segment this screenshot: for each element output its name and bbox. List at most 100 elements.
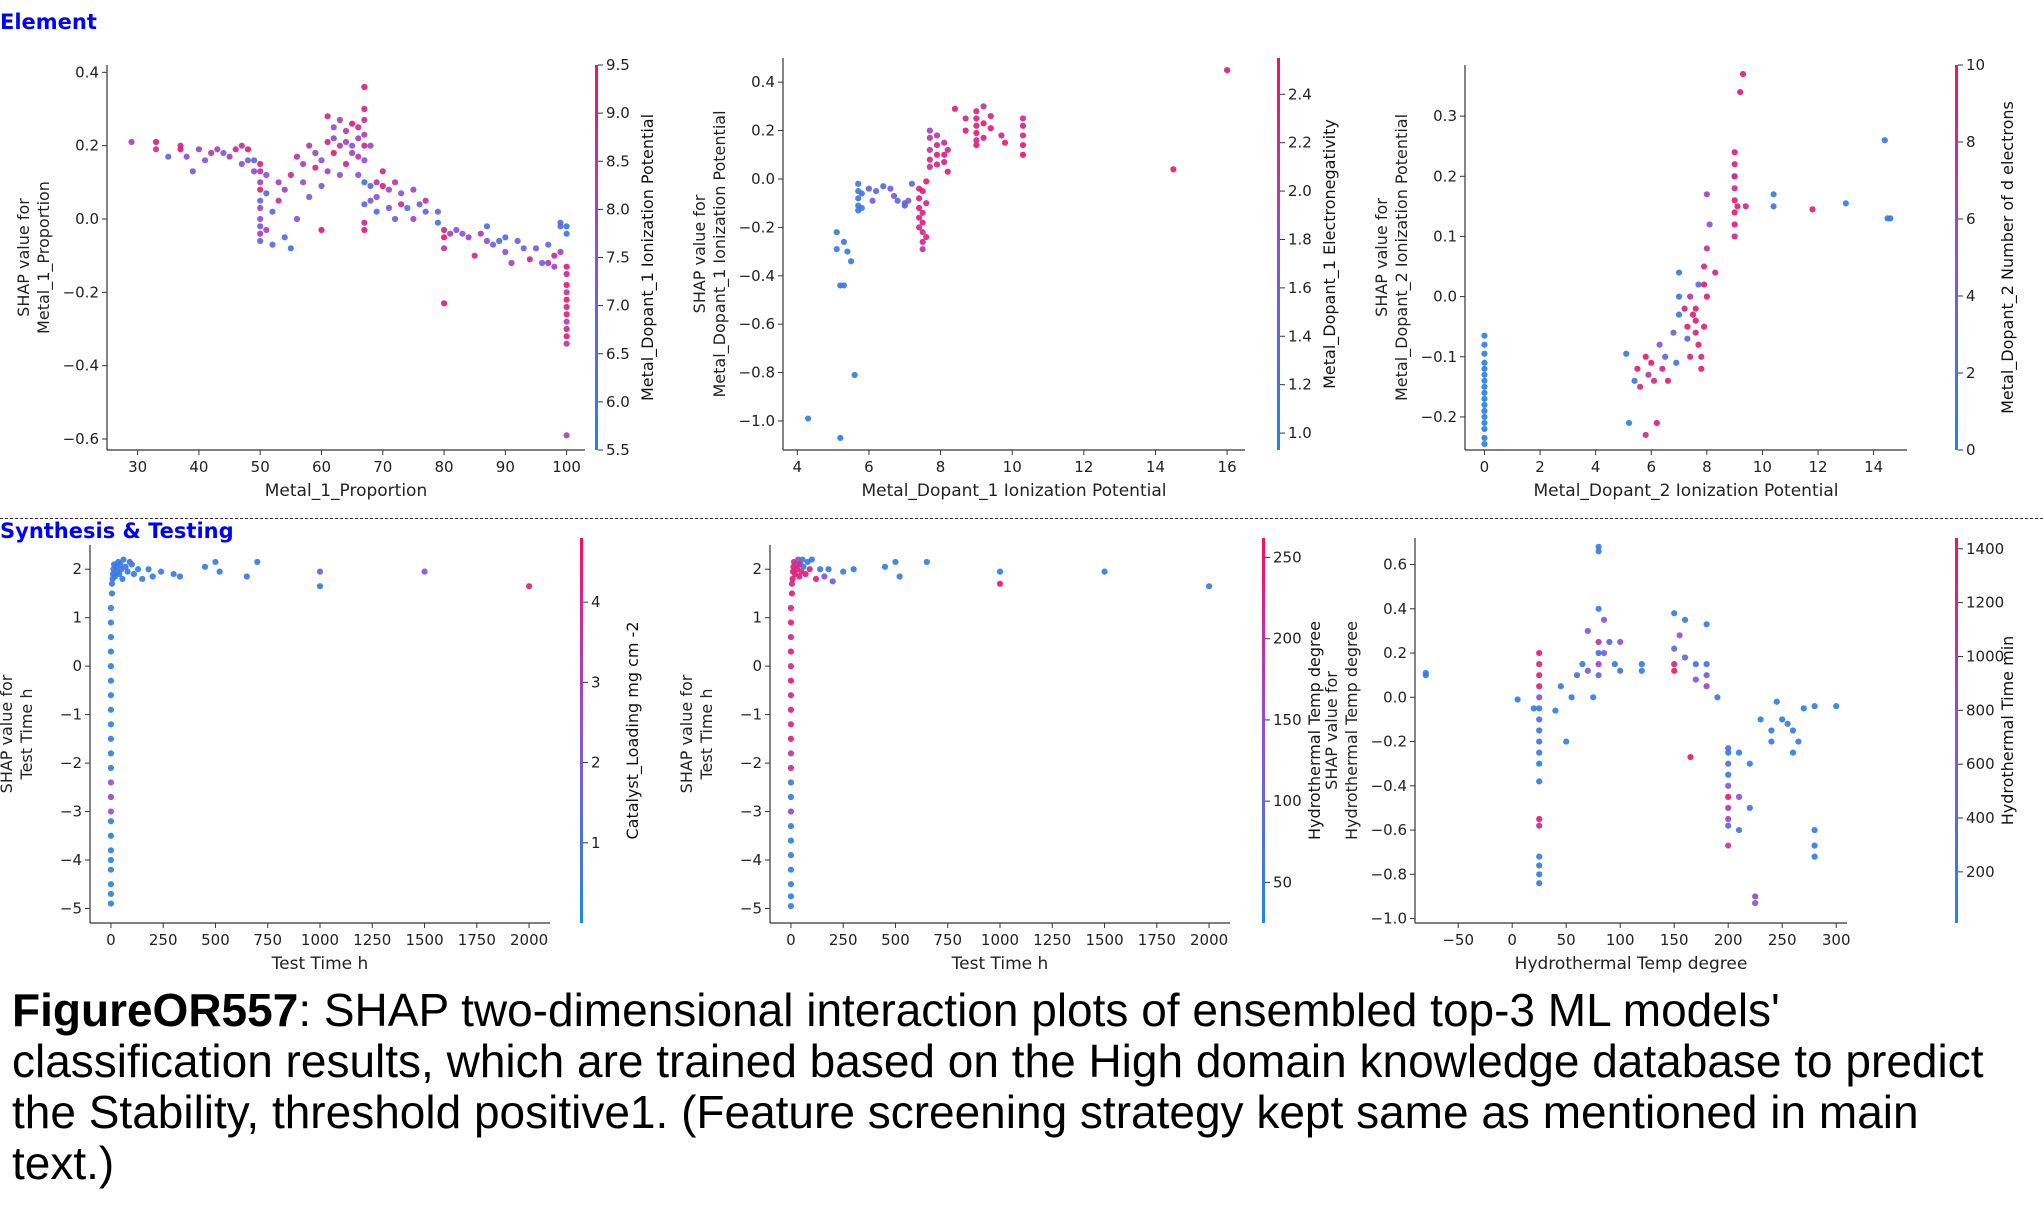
y-tick-label: 2	[752, 560, 762, 578]
data-point	[128, 138, 135, 146]
data-point	[1595, 672, 1602, 679]
data-point	[980, 134, 987, 141]
data-point	[107, 764, 115, 772]
data-point	[941, 151, 948, 158]
data-point	[1611, 661, 1618, 668]
data-point	[804, 415, 812, 422]
y-tick-label: −2	[60, 754, 82, 772]
data-point	[232, 146, 239, 153]
data-point	[391, 179, 399, 186]
x-tick-label: 10	[1753, 458, 1772, 476]
x-tick-label: 60	[312, 458, 331, 476]
data-point	[176, 573, 184, 580]
data-point	[855, 195, 862, 202]
data-point	[1735, 826, 1743, 834]
data-point	[157, 568, 165, 575]
data-point	[107, 648, 115, 655]
data-point	[1675, 311, 1683, 318]
data-point	[349, 142, 356, 149]
colorbar-tick-label: 5.5	[606, 441, 630, 459]
data-point	[250, 157, 258, 164]
data-point	[1590, 694, 1597, 701]
chart-panel-2: 4 6 8 10 12 14 16 0.4 0.2 0.0 −0.2 −0.4 −0.6 −0.8 −1.0…	[690, 58, 1340, 501]
colorbar-tick-label: 1	[591, 834, 601, 852]
data-point	[840, 568, 847, 575]
data-point	[489, 241, 497, 248]
section-title-element: Element	[0, 10, 97, 34]
data-point	[1725, 793, 1732, 800]
data-point	[1673, 359, 1680, 366]
colorbar-tick-label: 6	[1966, 210, 1976, 228]
y-tick-label: −0.8	[739, 364, 775, 382]
data-point	[107, 847, 115, 854]
data-point	[788, 580, 796, 587]
data-point	[107, 633, 115, 641]
data-point	[1681, 654, 1689, 661]
y-tick-label: −0.6	[1371, 821, 1407, 839]
data-point	[858, 204, 865, 212]
data-point	[263, 190, 270, 197]
colorbar	[595, 65, 598, 450]
data-point	[962, 127, 969, 134]
data-point	[116, 570, 123, 578]
colorbar-tick-label: 0	[1966, 441, 1976, 459]
data-point	[1600, 649, 1608, 657]
data-point	[1481, 419, 1488, 427]
data-point	[1692, 305, 1699, 312]
data-point	[324, 113, 331, 120]
colorbar-tick-label: 6.0	[606, 393, 630, 411]
x-tick-label: 12	[1074, 458, 1093, 476]
data-point	[1692, 661, 1699, 668]
data-point	[1789, 749, 1797, 756]
data-point	[973, 115, 980, 122]
data-point	[1833, 703, 1840, 710]
data-point	[1768, 738, 1775, 745]
x-tick-label: 50	[251, 458, 270, 476]
data-point	[1536, 871, 1543, 878]
data-point	[1684, 323, 1691, 330]
data-point	[1481, 359, 1488, 366]
data-point	[851, 371, 858, 379]
data-point	[821, 573, 828, 580]
data-point	[440, 234, 448, 241]
data-point	[787, 893, 795, 900]
data-point	[1737, 88, 1744, 96]
data-point	[149, 573, 156, 580]
x-tick-label: 250	[829, 931, 858, 949]
data-point	[796, 573, 803, 580]
colorbar-tick-label: 1.2	[1288, 376, 1312, 394]
data-point	[1752, 899, 1759, 907]
y-axis-label: Metal_Dopant_1 Ionization Potential	[710, 110, 730, 397]
y-tick-label: 0.2	[751, 122, 775, 140]
data-point	[1881, 137, 1888, 144]
data-point	[208, 149, 215, 157]
data-point	[243, 573, 250, 580]
data-point	[1681, 305, 1688, 312]
data-point	[1481, 413, 1488, 421]
data-point	[226, 153, 233, 160]
data-point	[890, 192, 898, 200]
data-point	[563, 340, 570, 347]
data-point	[1811, 842, 1818, 849]
data-point	[1687, 293, 1694, 300]
data-point	[201, 563, 209, 570]
data-point	[1019, 142, 1027, 149]
y-axis-label: Metal_Dopant_2 Ionization Potential	[1392, 114, 1412, 401]
data-point	[840, 282, 847, 289]
data-point	[987, 112, 994, 120]
data-point	[1676, 632, 1683, 639]
data-point	[1481, 434, 1488, 442]
x-tick-label: 500	[201, 931, 230, 949]
data-point	[1725, 749, 1732, 756]
data-point	[257, 204, 264, 212]
colorbar-tick-label: 1.6	[1288, 279, 1312, 297]
data-point	[1734, 203, 1741, 210]
figure-caption: FigureOR557: SHAP two-dimensional intera…	[12, 985, 2032, 1189]
data-point	[139, 575, 146, 583]
x-tick-label: −50	[1442, 931, 1474, 949]
data-point	[1675, 269, 1683, 276]
y-tick-label: −4	[60, 851, 82, 869]
data-point	[1703, 621, 1710, 628]
data-point	[1703, 683, 1710, 690]
y-tick-label: −3	[60, 803, 82, 821]
